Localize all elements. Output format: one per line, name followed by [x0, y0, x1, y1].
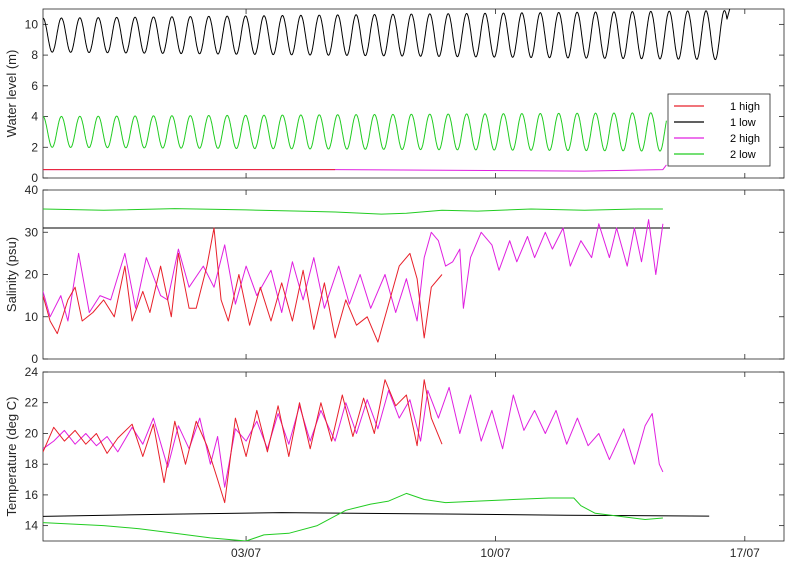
- series-line-2-high: [43, 164, 667, 172]
- legend: 1 high 1 low 2 high 2 low: [667, 93, 771, 167]
- y-tick-label: 4: [31, 110, 38, 124]
- series-line-2-low: [43, 492, 663, 541]
- x-tick-label: 03/07: [231, 546, 261, 560]
- series-line-2-low: [43, 208, 663, 215]
- y-tick-label: 30: [25, 225, 39, 239]
- y-tick-label: 24: [25, 365, 39, 379]
- y-tick-label: 20: [25, 268, 39, 282]
- series-line-1-low: [43, 512, 710, 517]
- series-line-2-high: [43, 386, 664, 488]
- series-line-1-high: [43, 227, 443, 343]
- y-tick-label: 10: [25, 310, 39, 324]
- y-tick-label: 14: [25, 519, 39, 533]
- series-line-1-low: [43, 9, 731, 61]
- y-axis-label: Temperature (deg C): [4, 397, 19, 517]
- y-tick-label: 16: [25, 488, 39, 502]
- y-axis-label: Water level (m): [4, 50, 19, 138]
- legend-label: 1 high: [730, 101, 760, 113]
- y-axis-label: Salinity (psu): [4, 237, 19, 312]
- y-tick-label: 10: [25, 17, 39, 31]
- y-tick-label: 8: [31, 48, 38, 62]
- y-tick-label: 6: [31, 79, 38, 93]
- series-line-1-high: [43, 379, 443, 504]
- x-tick-label: 10/07: [480, 546, 510, 560]
- series-line-2-low: [43, 112, 667, 152]
- x-tick-label: 17/07: [730, 546, 760, 560]
- y-tick-label: 0: [31, 171, 38, 185]
- plot-frame: [42, 371, 785, 542]
- panel-1: 0 2 4 6 8 10 Water level (m) 1 high 1 low 2 high 2…: [4, 8, 785, 185]
- y-tick-label: 2: [31, 140, 38, 154]
- panel-3: 14 16 18 20 22 24 03/07 10/07 17/07 Temperature (…: [4, 365, 785, 560]
- panel-2: 0 10 20 30 40 Salinity (psu): [4, 183, 785, 366]
- y-tick-label: 20: [25, 426, 39, 440]
- y-tick-label: 40: [25, 183, 39, 197]
- series-line-2-high: [43, 219, 664, 322]
- legend-label: 2 high: [730, 133, 760, 145]
- plot-frame: [42, 189, 785, 360]
- y-tick-label: 0: [31, 352, 38, 366]
- y-tick-label: 18: [25, 457, 39, 471]
- legend-label: 1 low: [730, 117, 756, 129]
- y-tick-label: 22: [25, 396, 39, 410]
- plot-frame: [42, 8, 785, 179]
- legend-label: 2 low: [730, 149, 756, 161]
